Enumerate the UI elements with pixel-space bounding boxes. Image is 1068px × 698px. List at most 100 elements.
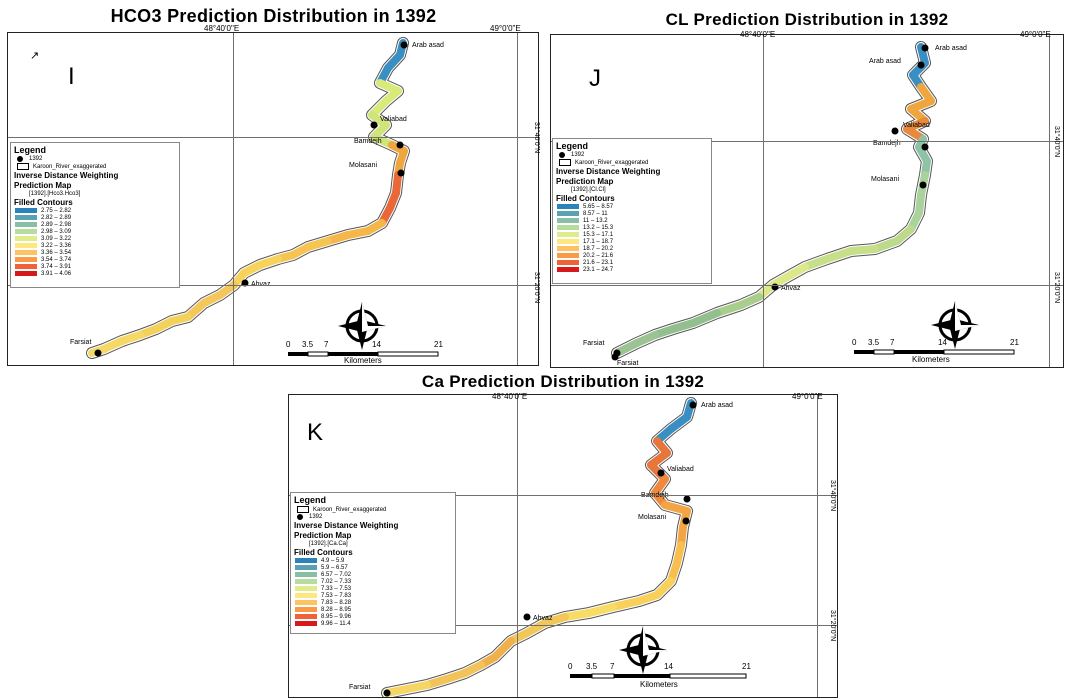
legend-swatch: [557, 239, 579, 244]
legend-range-label: 7.33 – 7.53: [321, 585, 352, 592]
legend-swatch: [295, 579, 317, 584]
coord-label-lat: 31°40'0"N: [829, 480, 836, 512]
map-panel-ca: Ca Prediction Distribution in 1392 Arab …: [286, 372, 840, 698]
coord-label-lat: 31°20'0"N: [533, 272, 540, 304]
legend-contour-row: 18.7 – 20.2: [557, 245, 711, 252]
legend-item-label: Karoon_River_exaggerated: [575, 159, 649, 166]
legend-swatch: [15, 208, 37, 213]
compass-rose-icon: [931, 301, 979, 349]
place-label: Farsiat: [583, 340, 604, 347]
legend-contour-row: 13.2 – 15.3: [557, 224, 711, 231]
legend-method: Inverse Distance Weighting: [294, 521, 399, 530]
map-legend: Legend Karoon_River_exaggerated 1392 Inv…: [290, 492, 456, 634]
legend-title: Legend: [294, 495, 327, 505]
legend-contour-row: 3.91 – 4.06: [15, 270, 179, 277]
legend-item: Karoon_River_exaggerated: [297, 506, 455, 513]
map-canvas: Arab asad Arab asad Valiabad Bamdejh Molasan…: [583, 41, 979, 367]
sample-point-icon: [559, 152, 565, 158]
scale-tick: 21: [1010, 338, 1019, 347]
legend-contour-row: 3.09 – 3.22: [15, 235, 179, 242]
panel-letter: I: [68, 63, 75, 90]
legend-contour-row: 5.9 – 6.57: [295, 564, 455, 571]
panel-title: Ca Prediction Distribution in 1392: [421, 372, 705, 391]
legend-range-label: 5.9 – 6.57: [321, 564, 348, 571]
legend-swatch: [295, 600, 317, 605]
legend-item-label: 1392: [571, 152, 585, 158]
map-panel-cl: CL Prediction Distribution in 1392 Arab …: [550, 10, 1064, 368]
legend-contour-row: 20.2 – 21.6: [557, 252, 711, 259]
legend-contours-title: Filled Contours: [14, 198, 73, 207]
legend-contour-row: 21.6 – 23.1: [557, 259, 711, 266]
legend-method: Inverse Distance Weighting: [14, 171, 119, 180]
sample-point: [921, 143, 929, 151]
place-label: Arab asad: [412, 42, 444, 49]
legend-range-label: 2.82 – 2.89: [41, 214, 72, 221]
scale-tick: 0: [286, 340, 291, 349]
legend-contours-title: Filled Contours: [556, 194, 615, 203]
parallel-line: [551, 285, 1063, 286]
scale-tick: 14: [664, 662, 673, 671]
legend-swatch: [295, 558, 317, 563]
legend-contour-row: 11 – 13.2: [557, 217, 711, 224]
panel-letter: K: [307, 419, 324, 446]
legend-swatch: [557, 246, 579, 251]
place-label: Molasani: [638, 514, 666, 521]
sample-point: [689, 401, 697, 409]
legend-swatch: [15, 264, 37, 269]
scale-tick: 3.5: [586, 662, 598, 671]
legend-contour-row: 4.9 – 5.9: [295, 557, 455, 564]
compass-rose-icon: [338, 302, 386, 350]
sample-point: [241, 279, 249, 287]
meridian-line: [763, 35, 764, 367]
place-label: Valiabad: [667, 466, 694, 473]
legend-swatch: [15, 243, 37, 248]
legend-swatch: [557, 218, 579, 223]
legend-contour-row: 9.96 – 11.4: [295, 620, 455, 627]
sample-point: [94, 349, 102, 357]
legend-range-label: 2.89 – 2.98: [41, 221, 72, 228]
legend-range-label: 7.83 – 8.28: [321, 599, 352, 606]
map-canvas: Arab asadValiabadBamdejhMolasaniAhvazFar…: [349, 397, 733, 697]
legend-range-label: 23.1 – 24.7: [583, 266, 614, 273]
legend-swatch: [15, 229, 37, 234]
scale-bar: 0 3.5 7 14 21 Kilometers: [284, 340, 454, 366]
legend-field: [1392].[Cl.Cl]: [571, 187, 606, 193]
legend-range-label: 5.65 – 8.57: [583, 203, 614, 210]
legend-contour-row: 8.57 – 11: [557, 210, 711, 217]
legend-range-label: 8.95 – 9.96: [321, 613, 352, 620]
legend-swatch: [15, 236, 37, 241]
place-label: Farsiat: [349, 684, 370, 691]
sample-point: [400, 41, 408, 49]
parallel-line: [551, 141, 1063, 142]
legend-contour-row: 8.28 – 8.95: [295, 606, 455, 613]
place-label: Farsiat: [70, 339, 91, 346]
legend-contour-row: 3.54 – 3.74: [15, 256, 179, 263]
legend-range-label: 21.6 – 23.1: [583, 259, 614, 266]
place-label: Molasani: [349, 162, 377, 169]
legend-method: Inverse Distance Weighting: [556, 167, 661, 176]
legend-item: 1392: [17, 156, 179, 162]
coord-label-lon: 49°0'0"E: [490, 24, 521, 33]
river-segment: [613, 339, 641, 357]
legend-field: [1392].[Hco3.Hco3]: [29, 191, 81, 197]
scale-tick: 21: [434, 340, 443, 349]
legend-item: Karoon_River_exaggerated: [17, 163, 179, 170]
meridian-line: [233, 33, 234, 365]
legend-range-label: 8.57 – 11: [583, 210, 608, 217]
legend-swatch: [295, 572, 317, 577]
place-label: Ahvaz: [533, 615, 553, 622]
legend-swatch: [557, 253, 579, 258]
river-segment: [609, 597, 643, 611]
place-label: Valiabad: [380, 116, 407, 123]
legend-range-label: 15.3 – 17.1: [583, 231, 614, 238]
sample-point: [682, 517, 690, 525]
legend-method-sub: Prediction Map: [556, 177, 614, 186]
coord-label-lat: 31°40'0"N: [1053, 126, 1060, 158]
coord-label-lon: 48°40'0"E: [204, 24, 240, 33]
legend-range-label: 11 – 13.2: [583, 217, 608, 224]
legend-contour-row: 7.83 – 8.28: [295, 599, 455, 606]
legend-range-label: 2.75 – 2.82: [41, 207, 72, 214]
legend-swatch: [15, 215, 37, 220]
legend-swatch: [15, 271, 37, 276]
legend-contour-row: 2.98 – 3.09: [15, 228, 179, 235]
